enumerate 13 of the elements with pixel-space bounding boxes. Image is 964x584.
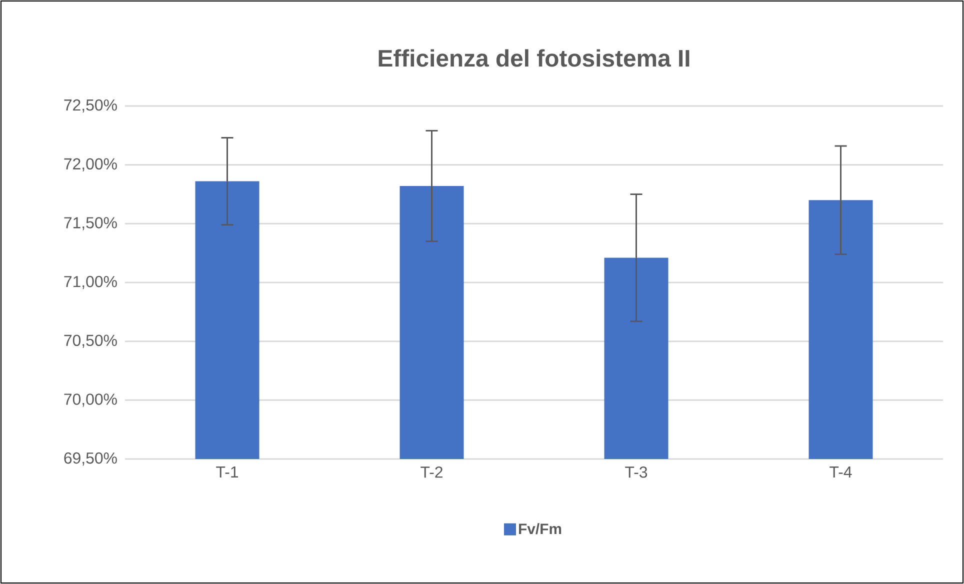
- y-tick-label: 70,50%: [64, 334, 117, 348]
- chart-title: Efficienza del fotosistema II: [378, 49, 690, 67]
- legend-label: Fv/Fm: [519, 523, 562, 534]
- x-tick-label: T-1: [216, 466, 238, 478]
- y-tick-label: 72,50%: [64, 99, 117, 113]
- x-tick-label: T-3: [625, 466, 648, 478]
- y-tick-label: 71,00%: [64, 276, 117, 290]
- y-tick-label: 70,00%: [64, 394, 117, 407]
- y-tick-label: 69,50%: [64, 452, 117, 466]
- y-tick-label: 71,50%: [64, 217, 117, 230]
- x-tick-label: T-4: [830, 466, 852, 478]
- x-tick-label: T-2: [420, 466, 442, 478]
- y-tick-label: 72,00%: [64, 158, 117, 172]
